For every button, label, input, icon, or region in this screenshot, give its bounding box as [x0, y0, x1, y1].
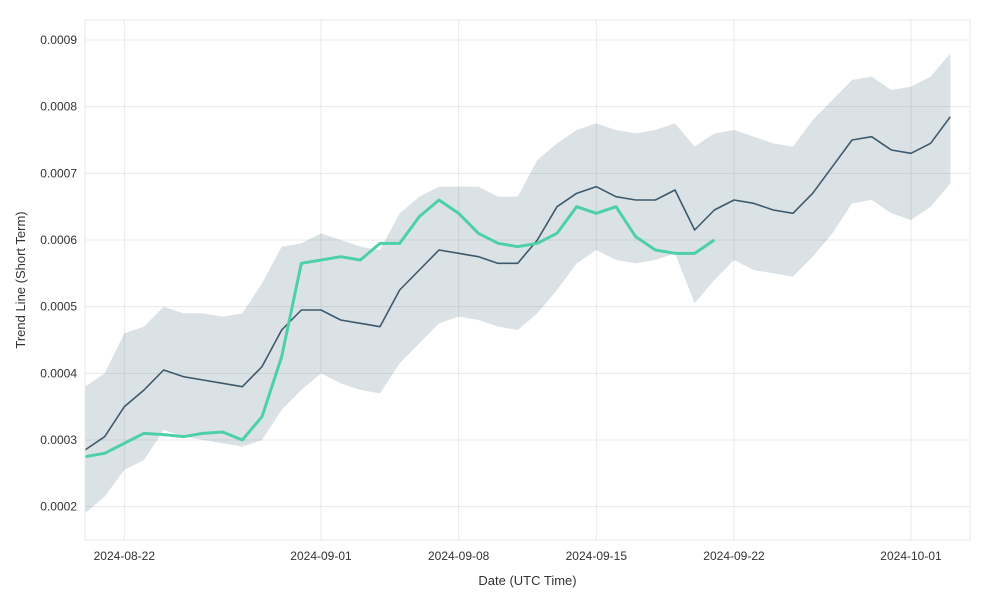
y-tick-label: 0.0002 [40, 500, 77, 514]
y-tick-label: 0.0006 [40, 233, 77, 247]
y-tick-label: 0.0007 [40, 166, 77, 180]
y-tick-label: 0.0009 [40, 33, 77, 47]
x-tick-label: 2024-10-01 [880, 549, 942, 563]
y-tick-label: 0.0008 [40, 100, 77, 114]
trend-chart: 0.0002 0.0003 0.0004 0.0005 0.0006 0.0007 0.00… [0, 0, 1000, 600]
x-tick-label: 2024-09-22 [703, 549, 765, 563]
x-tick-label: 2024-09-01 [290, 549, 352, 563]
x-tick-label: 2024-09-08 [428, 549, 490, 563]
x-tick-label: 2024-08-22 [94, 549, 156, 563]
y-tick-label: 0.0003 [40, 433, 77, 447]
x-axis-label: Date (UTC Time) [478, 573, 576, 588]
y-tick-label: 0.0005 [40, 300, 77, 314]
y-axis-label: Trend Line (Short Term) [13, 211, 28, 348]
chart-svg: 0.0002 0.0003 0.0004 0.0005 0.0006 0.0007 0.00… [0, 0, 1000, 600]
y-tick-label: 0.0004 [40, 366, 77, 380]
x-tick-label: 2024-09-15 [566, 549, 628, 563]
